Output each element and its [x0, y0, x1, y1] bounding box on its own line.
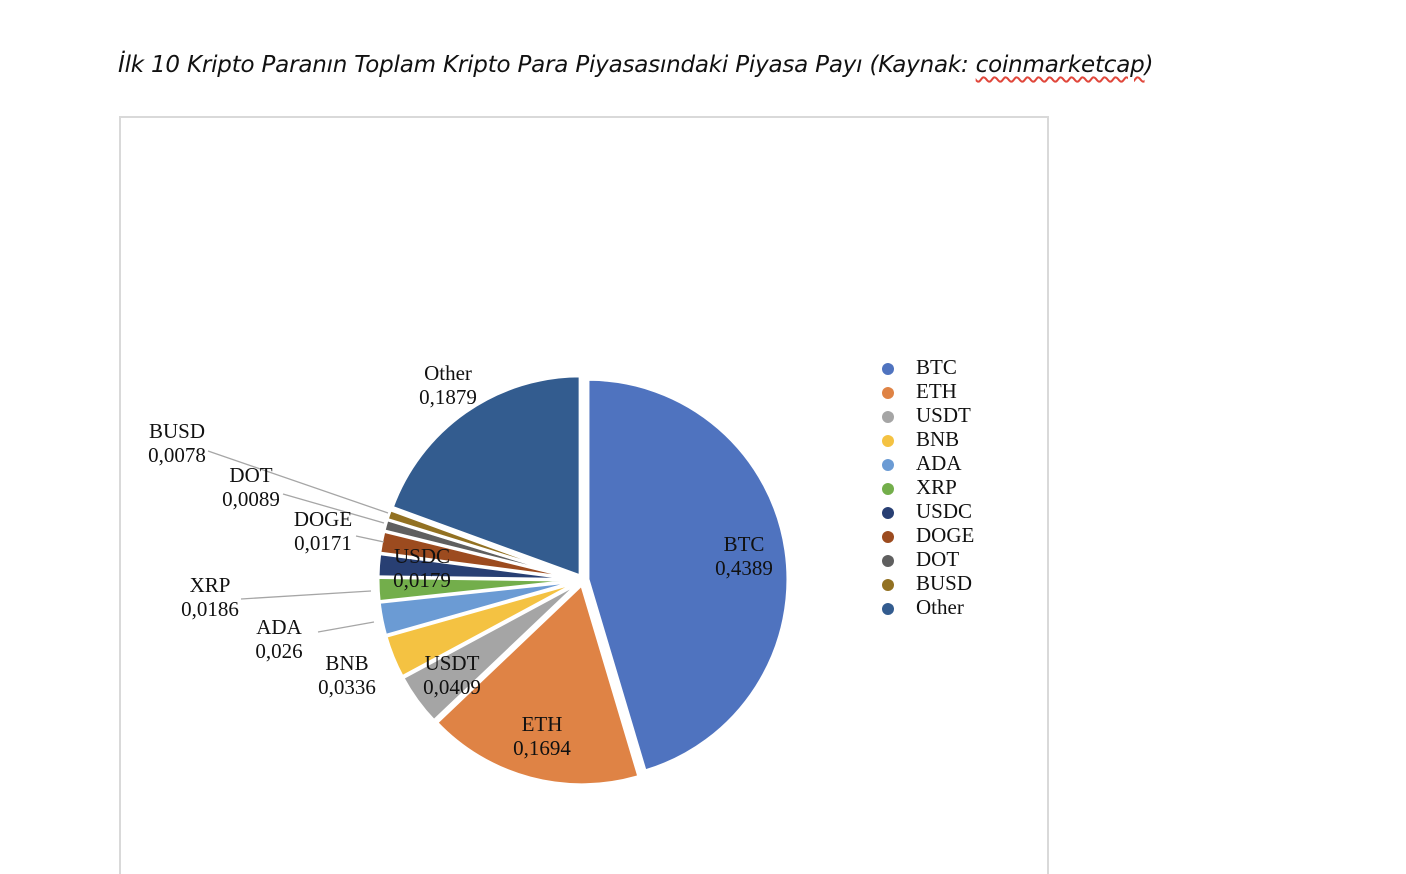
data-label-eth-name: ETH	[522, 712, 563, 736]
data-label-bnb-name: BNB	[325, 651, 368, 675]
data-label-dot-value: 0,0089	[222, 487, 280, 511]
data-label-eth-value: 0,1694	[513, 736, 571, 760]
data-label-btc-name: BTC	[724, 532, 765, 556]
legend-label-other[interactable]: Other	[916, 595, 964, 619]
data-label-busd-value: 0,0078	[148, 443, 206, 467]
legend-label-bnb[interactable]: BNB	[916, 427, 959, 451]
legend-label-btc[interactable]: BTC	[916, 355, 957, 379]
data-label-xrp-value: 0,0186	[181, 597, 239, 621]
legend-label-usdc[interactable]: USDC	[916, 499, 972, 523]
legend-label-usdt[interactable]: USDT	[916, 403, 971, 427]
legend-marker-ada[interactable]	[882, 459, 894, 471]
legend-marker-usdt[interactable]	[882, 411, 894, 423]
legend-marker-busd[interactable]	[882, 579, 894, 591]
leader-lines	[207, 450, 389, 633]
data-label-usdt-value: 0,0409	[423, 675, 481, 699]
slice-eth[interactable]	[434, 582, 641, 787]
slice-other[interactable]	[390, 374, 582, 579]
leader-line-xrp	[240, 590, 372, 600]
legend-label-ada[interactable]: ADA	[916, 451, 962, 475]
legend-marker-eth[interactable]	[882, 387, 894, 399]
pie-slices	[376, 374, 790, 787]
legend-label-doge[interactable]: DOGE	[916, 523, 974, 547]
legend-label-xrp[interactable]: XRP	[916, 475, 957, 499]
data-label-btc-value: 0,4389	[715, 556, 773, 580]
legend-marker-usdc[interactable]	[882, 507, 894, 519]
legend-marker-dot[interactable]	[882, 555, 894, 567]
legend-marker-doge[interactable]	[882, 531, 894, 543]
leader-line-dot	[282, 493, 385, 524]
leader-line-busd	[207, 450, 389, 514]
slice-busd[interactable]	[385, 507, 579, 580]
legend-label-busd[interactable]: BUSD	[916, 571, 972, 595]
data-label-doge-name: DOGE	[294, 507, 352, 531]
data-label-usdc-name: USDC	[394, 544, 450, 568]
data-label-ada-name: ADA	[256, 615, 302, 639]
legend-label-eth[interactable]: ETH	[916, 379, 957, 403]
leader-line-doge	[355, 535, 385, 543]
data-label-other-value: 0,1879	[419, 385, 477, 409]
legend-marker-btc[interactable]	[882, 363, 894, 375]
legend-marker-other[interactable]	[882, 603, 894, 615]
data-label-usdc-value: 0,0179	[393, 568, 451, 592]
data-label-other-name: Other	[424, 361, 472, 385]
legend-label-dot[interactable]: DOT	[916, 547, 959, 571]
leader-line-ada	[317, 621, 375, 633]
legend-marker-xrp[interactable]	[882, 483, 894, 495]
title-suffix: )	[1144, 52, 1154, 78]
data-label-doge-value: 0,0171	[294, 531, 352, 555]
data-label-xrp-name: XRP	[190, 573, 231, 597]
data-label-bnb-value: 0,0336	[318, 675, 376, 699]
data-label-busd-name: BUSD	[149, 419, 205, 443]
slice-btc[interactable]	[586, 377, 790, 773]
legend-marker-bnb[interactable]	[882, 435, 894, 447]
data-label-ada-value: 0,026	[255, 639, 302, 663]
document-title: İlk 10 Kripto Paranın Toplam Kripto Para…	[118, 52, 1154, 78]
title-source-link: coinmarketcap	[975, 52, 1145, 78]
title-text: İlk 10 Kripto Paranın Toplam Kripto Para…	[118, 52, 976, 78]
data-label-usdt-name: USDT	[425, 651, 480, 675]
data-label-dot-name: DOT	[229, 463, 272, 487]
